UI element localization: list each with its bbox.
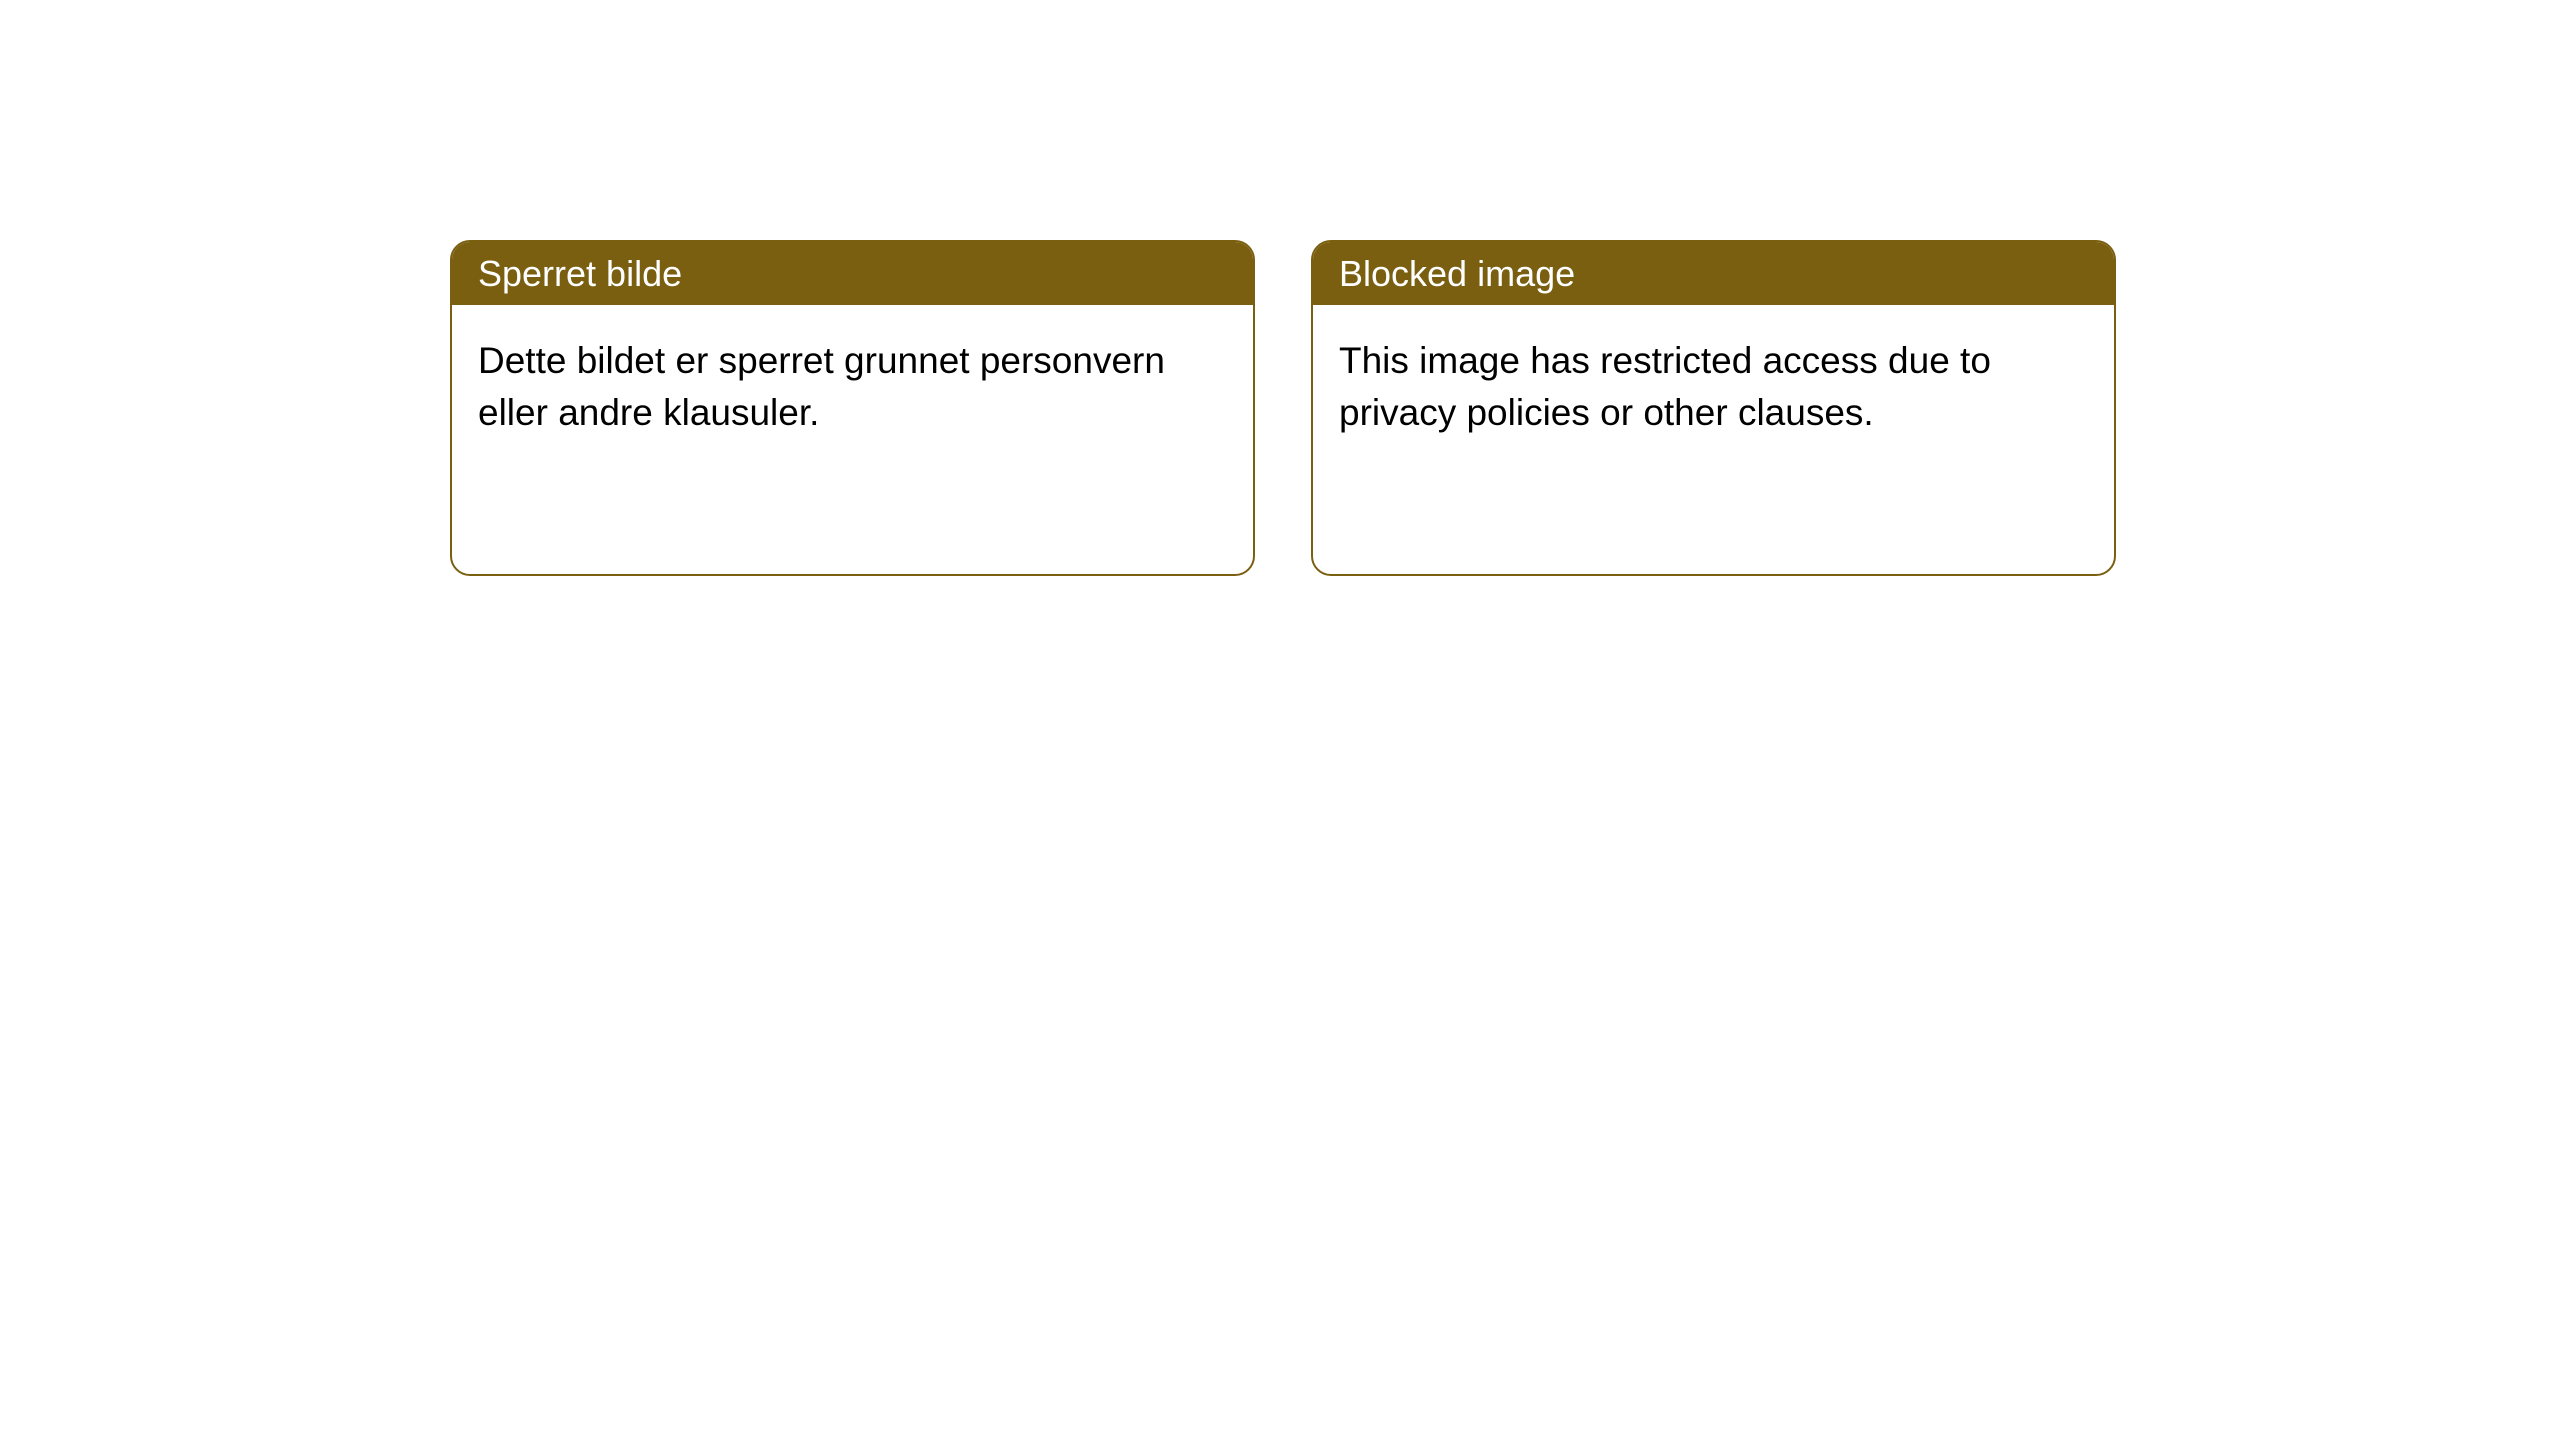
card-header: Blocked image	[1313, 242, 2114, 305]
notice-container: Sperret bilde Dette bildet er sperret gr…	[0, 0, 2560, 576]
card-title: Sperret bilde	[478, 253, 682, 294]
notice-card-english: Blocked image This image has restricted …	[1311, 240, 2116, 576]
notice-card-norwegian: Sperret bilde Dette bildet er sperret gr…	[450, 240, 1255, 576]
card-body-text: Dette bildet er sperret grunnet personve…	[478, 340, 1165, 433]
card-body: This image has restricted access due to …	[1313, 305, 2114, 469]
card-body-text: This image has restricted access due to …	[1339, 340, 1991, 433]
card-header: Sperret bilde	[452, 242, 1253, 305]
card-body: Dette bildet er sperret grunnet personve…	[452, 305, 1253, 469]
card-title: Blocked image	[1339, 253, 1575, 294]
